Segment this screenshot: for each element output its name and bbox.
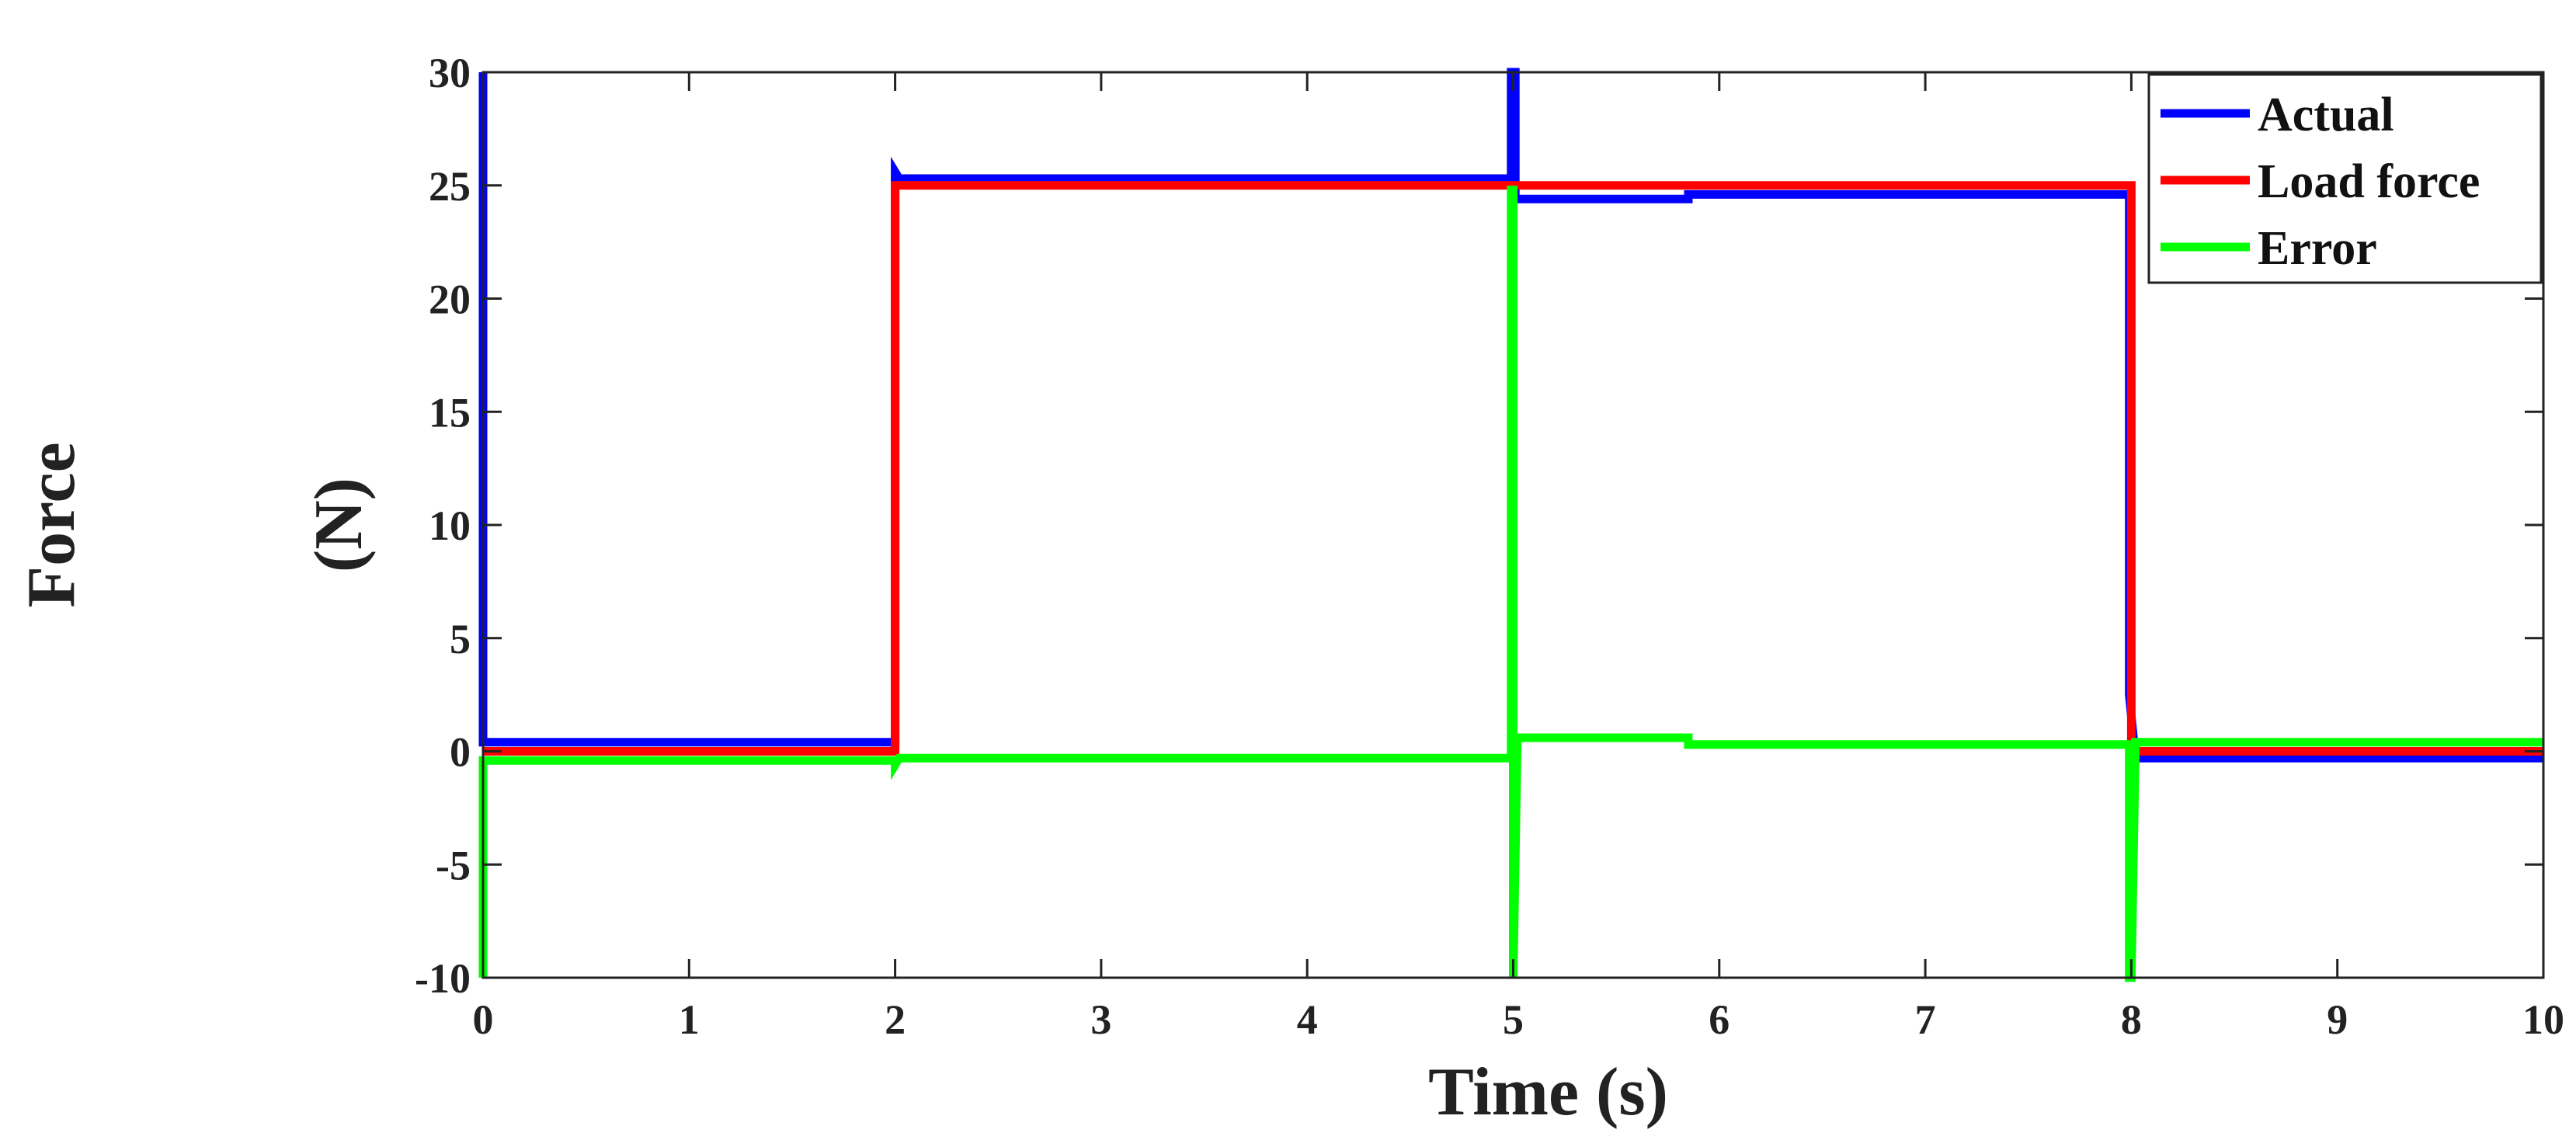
y-tick-label: 15 xyxy=(429,389,471,436)
x-tick-label: 5 xyxy=(1503,996,1524,1043)
legend-label: Actual xyxy=(2258,89,2394,141)
series-line-error xyxy=(478,186,2543,982)
y-axis-title-unit: (N) xyxy=(301,478,377,572)
y-tick-label: 30 xyxy=(429,50,471,96)
y-tick-label: 20 xyxy=(429,276,471,323)
x-tick-label: 2 xyxy=(885,996,906,1043)
x-tick-label: 4 xyxy=(1297,996,1318,1043)
legend: Actual Load force Error xyxy=(2147,73,2543,284)
x-tick-label: 6 xyxy=(1709,996,1730,1043)
x-tick-label: 10 xyxy=(2522,996,2564,1043)
x-tick-label: 8 xyxy=(2121,996,2142,1043)
x-tick-label: 7 xyxy=(1915,996,1936,1043)
y-tick-label: 5 xyxy=(450,616,471,662)
x-tick-label: 3 xyxy=(1090,996,1111,1043)
ticks-layer xyxy=(481,71,2545,979)
legend-label: Load force xyxy=(2258,155,2480,208)
y-tick-label: 10 xyxy=(429,502,471,549)
legend-label: Error xyxy=(2258,222,2377,275)
y-tick-label: -5 xyxy=(436,842,471,888)
labels-layer: 0 1 2 3 4 5 6 7 8 9 10 -10 -5 0 5 10 15 20 25 30 xyxy=(415,50,2564,1043)
x-axis-title: Time (s) xyxy=(1428,1055,1668,1130)
y-tick-label: 25 xyxy=(429,163,471,210)
x-tick-label: 1 xyxy=(679,996,700,1043)
x-tick-label: 0 xyxy=(473,996,494,1043)
x-tick-label: 9 xyxy=(2327,996,2348,1043)
y-tick-label: 0 xyxy=(450,729,471,776)
y-tick-label: -10 xyxy=(415,955,471,1002)
y-axis-title-force: Force xyxy=(14,442,89,607)
